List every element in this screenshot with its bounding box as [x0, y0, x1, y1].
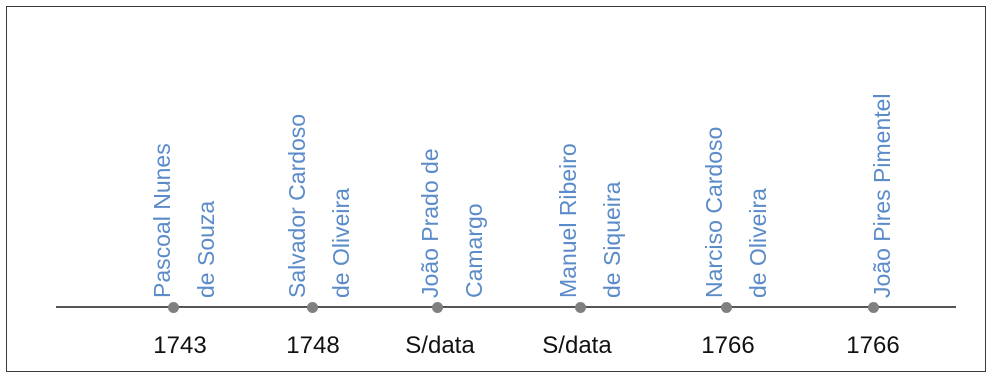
timeline-date: 1766 — [701, 332, 755, 359]
timeline-name: Narciso Cardoso de Oliveira — [692, 127, 780, 298]
timeline-dot — [307, 302, 318, 313]
timeline-date: 1766 — [846, 332, 900, 359]
timeline-date: S/data — [542, 332, 612, 359]
name-line: Pascoal Nunes — [149, 143, 175, 298]
name-line: de Siqueira — [599, 181, 625, 298]
timeline-name: João Pires Pimentel — [860, 93, 904, 298]
name-line: João Prado de — [417, 148, 443, 298]
timeline-date: S/data — [405, 332, 475, 359]
timeline-name: Manuel Ribeiro de Siqueira — [546, 143, 634, 298]
name-line: Narciso Cardoso — [701, 126, 727, 298]
diagram-frame — [6, 6, 986, 372]
timeline-name: Pascoal Nunes de Souza — [140, 143, 228, 298]
name-line: de Souza — [193, 200, 219, 298]
timeline-date: 1748 — [286, 332, 340, 359]
timeline-dot — [721, 302, 732, 313]
name-line: João Pires Pimentel — [869, 93, 895, 298]
name-line: Manuel Ribeiro — [555, 143, 581, 298]
timeline-dot — [575, 302, 586, 313]
name-line: Salvador Cardoso — [284, 113, 310, 298]
timeline-name: Salvador Cardoso de Oliveira — [275, 114, 363, 298]
timeline-dot — [432, 302, 443, 313]
name-line: Camargo — [461, 203, 487, 298]
name-line: de Oliveira — [328, 188, 354, 298]
timeline-name: João Prado de Camargo — [408, 148, 496, 298]
timeline-dot — [168, 302, 179, 313]
timeline-dot — [868, 302, 879, 313]
timeline-axis — [56, 306, 956, 308]
timeline-date: 1743 — [153, 332, 207, 359]
name-line: de Oliveira — [745, 188, 771, 298]
